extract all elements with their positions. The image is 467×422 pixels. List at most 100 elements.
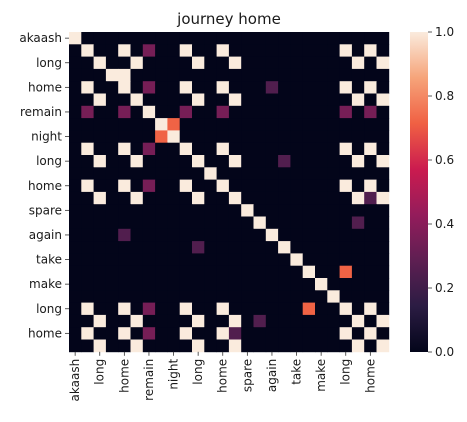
heatmap-cell — [302, 32, 316, 45]
heatmap-cell — [278, 105, 291, 119]
heatmap-cell — [364, 290, 377, 303]
heatmap-cell — [69, 118, 82, 131]
heatmap-cell — [228, 130, 242, 144]
heatmap-cell — [265, 179, 279, 193]
heatmap-cell — [302, 81, 316, 94]
heatmap-cell — [376, 302, 390, 316]
x-tick-label: make — [314, 359, 328, 392]
heatmap-cell — [290, 253, 304, 267]
heatmap-cell — [179, 228, 193, 242]
heatmap-cell — [93, 204, 107, 217]
heatmap-cell — [241, 339, 254, 353]
heatmap-cell — [179, 56, 193, 70]
heatmap-cell — [142, 142, 156, 156]
x-tick-label: long — [93, 359, 107, 385]
heatmap-cell — [192, 265, 205, 279]
heatmap-cell — [167, 265, 181, 279]
y-tick-label: spare — [29, 203, 62, 217]
heatmap-cell — [302, 68, 316, 82]
heatmap-cell — [155, 191, 168, 205]
heatmap-cell — [216, 253, 230, 267]
heatmap-cell — [241, 253, 254, 267]
heatmap-cell — [155, 228, 168, 242]
heatmap-cell — [69, 130, 82, 144]
heatmap-cell — [118, 130, 131, 144]
heatmap-cell — [364, 204, 377, 217]
heatmap-cell — [130, 241, 144, 254]
heatmap-cell — [118, 32, 131, 45]
heatmap-cell — [155, 253, 168, 267]
heatmap-cell — [364, 302, 377, 316]
heatmap-cell — [142, 339, 156, 353]
heatmap-cell — [81, 241, 94, 254]
heatmap-cell — [228, 191, 242, 205]
heatmap-cell — [155, 56, 168, 70]
heatmap-cell — [81, 265, 94, 279]
heatmap-cell — [167, 191, 181, 205]
heatmap-cell — [327, 339, 340, 353]
heatmap-cell — [69, 290, 82, 303]
heatmap-cell — [105, 105, 119, 119]
colorbar — [410, 32, 428, 352]
heatmap-cell — [204, 167, 217, 180]
heatmap-cell — [105, 241, 119, 254]
heatmap-cell — [130, 290, 144, 303]
heatmap-cell — [339, 179, 353, 193]
heatmap-cell — [81, 93, 94, 107]
heatmap-cell — [93, 278, 107, 291]
heatmap-cell — [179, 290, 193, 303]
heatmap-cell — [93, 314, 107, 328]
heatmap-cell — [192, 191, 205, 205]
heatmap-cell — [142, 167, 156, 180]
y-tick-label: take — [36, 253, 62, 267]
colorbar-tick-label: 0.8 — [435, 89, 454, 103]
heatmap-cell — [315, 105, 328, 119]
heatmap-cell — [290, 32, 304, 45]
heatmap-cell — [216, 228, 230, 242]
heatmap-cell — [81, 179, 94, 193]
heatmap-cell — [216, 339, 230, 353]
heatmap-cell — [376, 253, 390, 267]
heatmap-cell — [204, 204, 217, 217]
heatmap-cell — [167, 302, 181, 316]
heatmap-cell — [278, 253, 291, 267]
heatmap-cell — [290, 278, 304, 291]
heatmap-cell — [118, 253, 131, 267]
y-tick-label: night — [31, 130, 62, 144]
heatmap-cell — [315, 56, 328, 70]
heatmap-cell — [167, 142, 181, 156]
heatmap-cell — [69, 56, 82, 70]
heatmap-cell — [155, 130, 168, 144]
heatmap-cell — [179, 32, 193, 45]
heatmap-cell — [192, 118, 205, 131]
heatmap-cell — [179, 142, 193, 156]
heatmap-cell — [265, 204, 279, 217]
heatmap-cell — [265, 167, 279, 180]
heatmap-cell — [155, 290, 168, 303]
heatmap-cell — [351, 44, 365, 57]
heatmap-cell — [167, 314, 181, 328]
heatmap-cell — [204, 253, 217, 267]
heatmap-cell — [327, 278, 340, 291]
heatmap-cell — [351, 130, 365, 144]
heatmap-cell — [216, 167, 230, 180]
heatmap-cell — [142, 253, 156, 267]
heatmap-cell — [327, 327, 340, 340]
heatmap-cell — [179, 327, 193, 340]
heatmap-cell — [339, 302, 353, 316]
heatmap-cell — [93, 327, 107, 340]
heatmap-cell — [204, 302, 217, 316]
heatmap-cell — [155, 81, 168, 94]
heatmap-cell — [315, 44, 328, 57]
heatmap-cell — [339, 327, 353, 340]
heatmap-cell — [204, 339, 217, 353]
heatmap-cell — [278, 130, 291, 144]
heatmap-cell — [364, 81, 377, 94]
x-tick-label: home — [117, 359, 131, 393]
heatmap-cell — [118, 314, 131, 328]
heatmap-cell — [192, 32, 205, 45]
chart-title: journey home — [176, 10, 281, 28]
heatmap-cell — [179, 191, 193, 205]
heatmap-cell — [327, 265, 340, 279]
heatmap-cell — [364, 142, 377, 156]
